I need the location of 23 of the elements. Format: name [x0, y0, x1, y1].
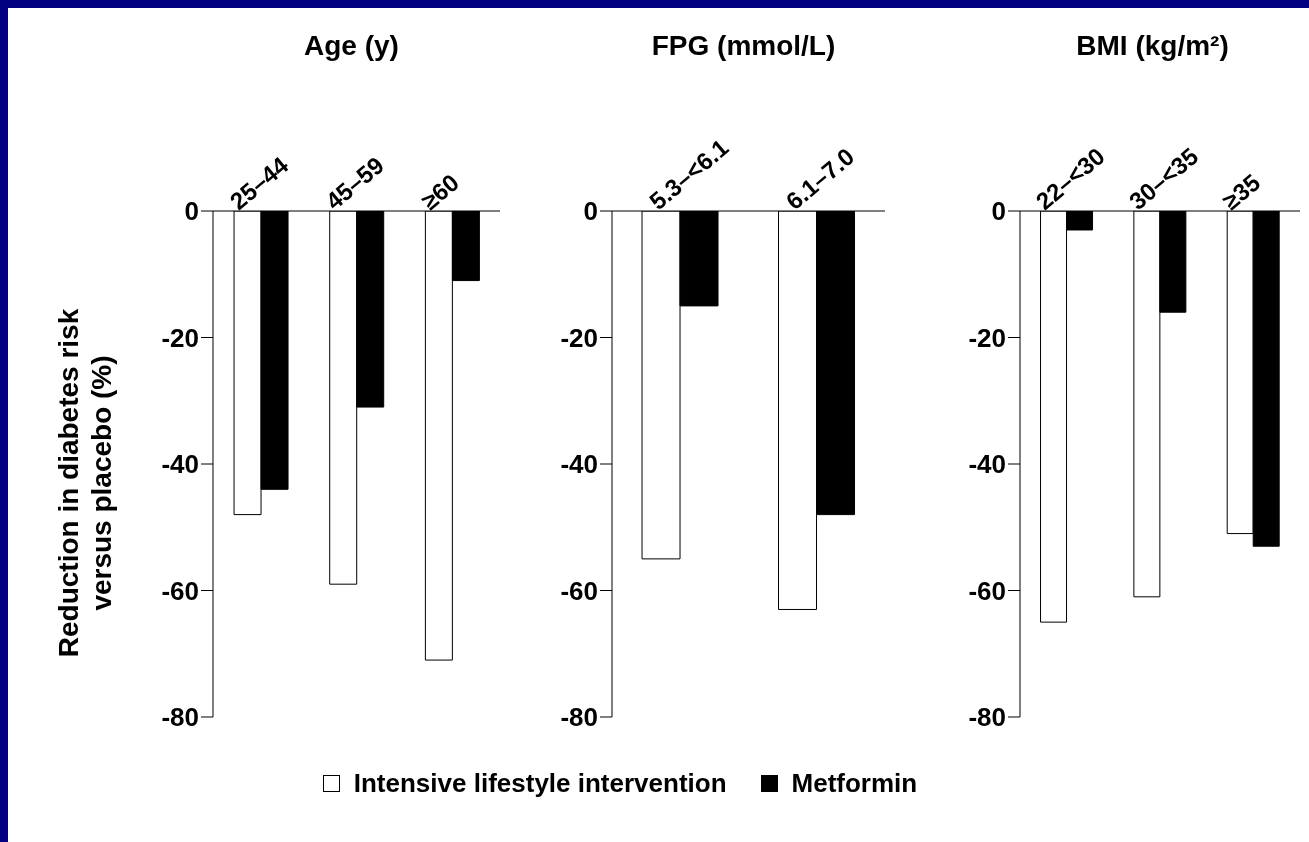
y-tick-label: -40 — [161, 449, 199, 480]
x-tick-label: ≥60 — [416, 168, 464, 215]
y-tick-label: -20 — [968, 322, 1006, 353]
legend-label: Intensive lifestyle intervention — [353, 768, 727, 799]
y-tick-label: -80 — [968, 702, 1006, 733]
y-tick-label: -60 — [560, 575, 598, 606]
y-tick-label: -60 — [968, 575, 1006, 606]
y-tick-label: 0 — [184, 196, 199, 227]
y-tick-label: 0 — [583, 196, 598, 227]
y-tick-label: 0 — [991, 196, 1006, 227]
chart-title: BMI (kg/m²) — [1075, 30, 1230, 62]
y-tick-label: -60 — [161, 575, 199, 606]
y-tick-label: -80 — [161, 702, 199, 733]
chart-title: Age (y) — [303, 30, 400, 62]
legend-label: Metformin — [791, 768, 918, 799]
y-tick-label: -20 — [161, 322, 199, 353]
y-tick-label: -40 — [560, 449, 598, 480]
y-tick-label: -40 — [968, 449, 1006, 480]
x-tick-label: ≥35 — [1217, 168, 1266, 215]
y-tick-label: -80 — [560, 702, 598, 733]
chart-title: FPG (mmol/L) — [650, 30, 837, 62]
y-tick-label: -20 — [560, 322, 598, 353]
y-axis-title: Reduction in diabetes risk versus placebo (%) — [52, 307, 118, 660]
